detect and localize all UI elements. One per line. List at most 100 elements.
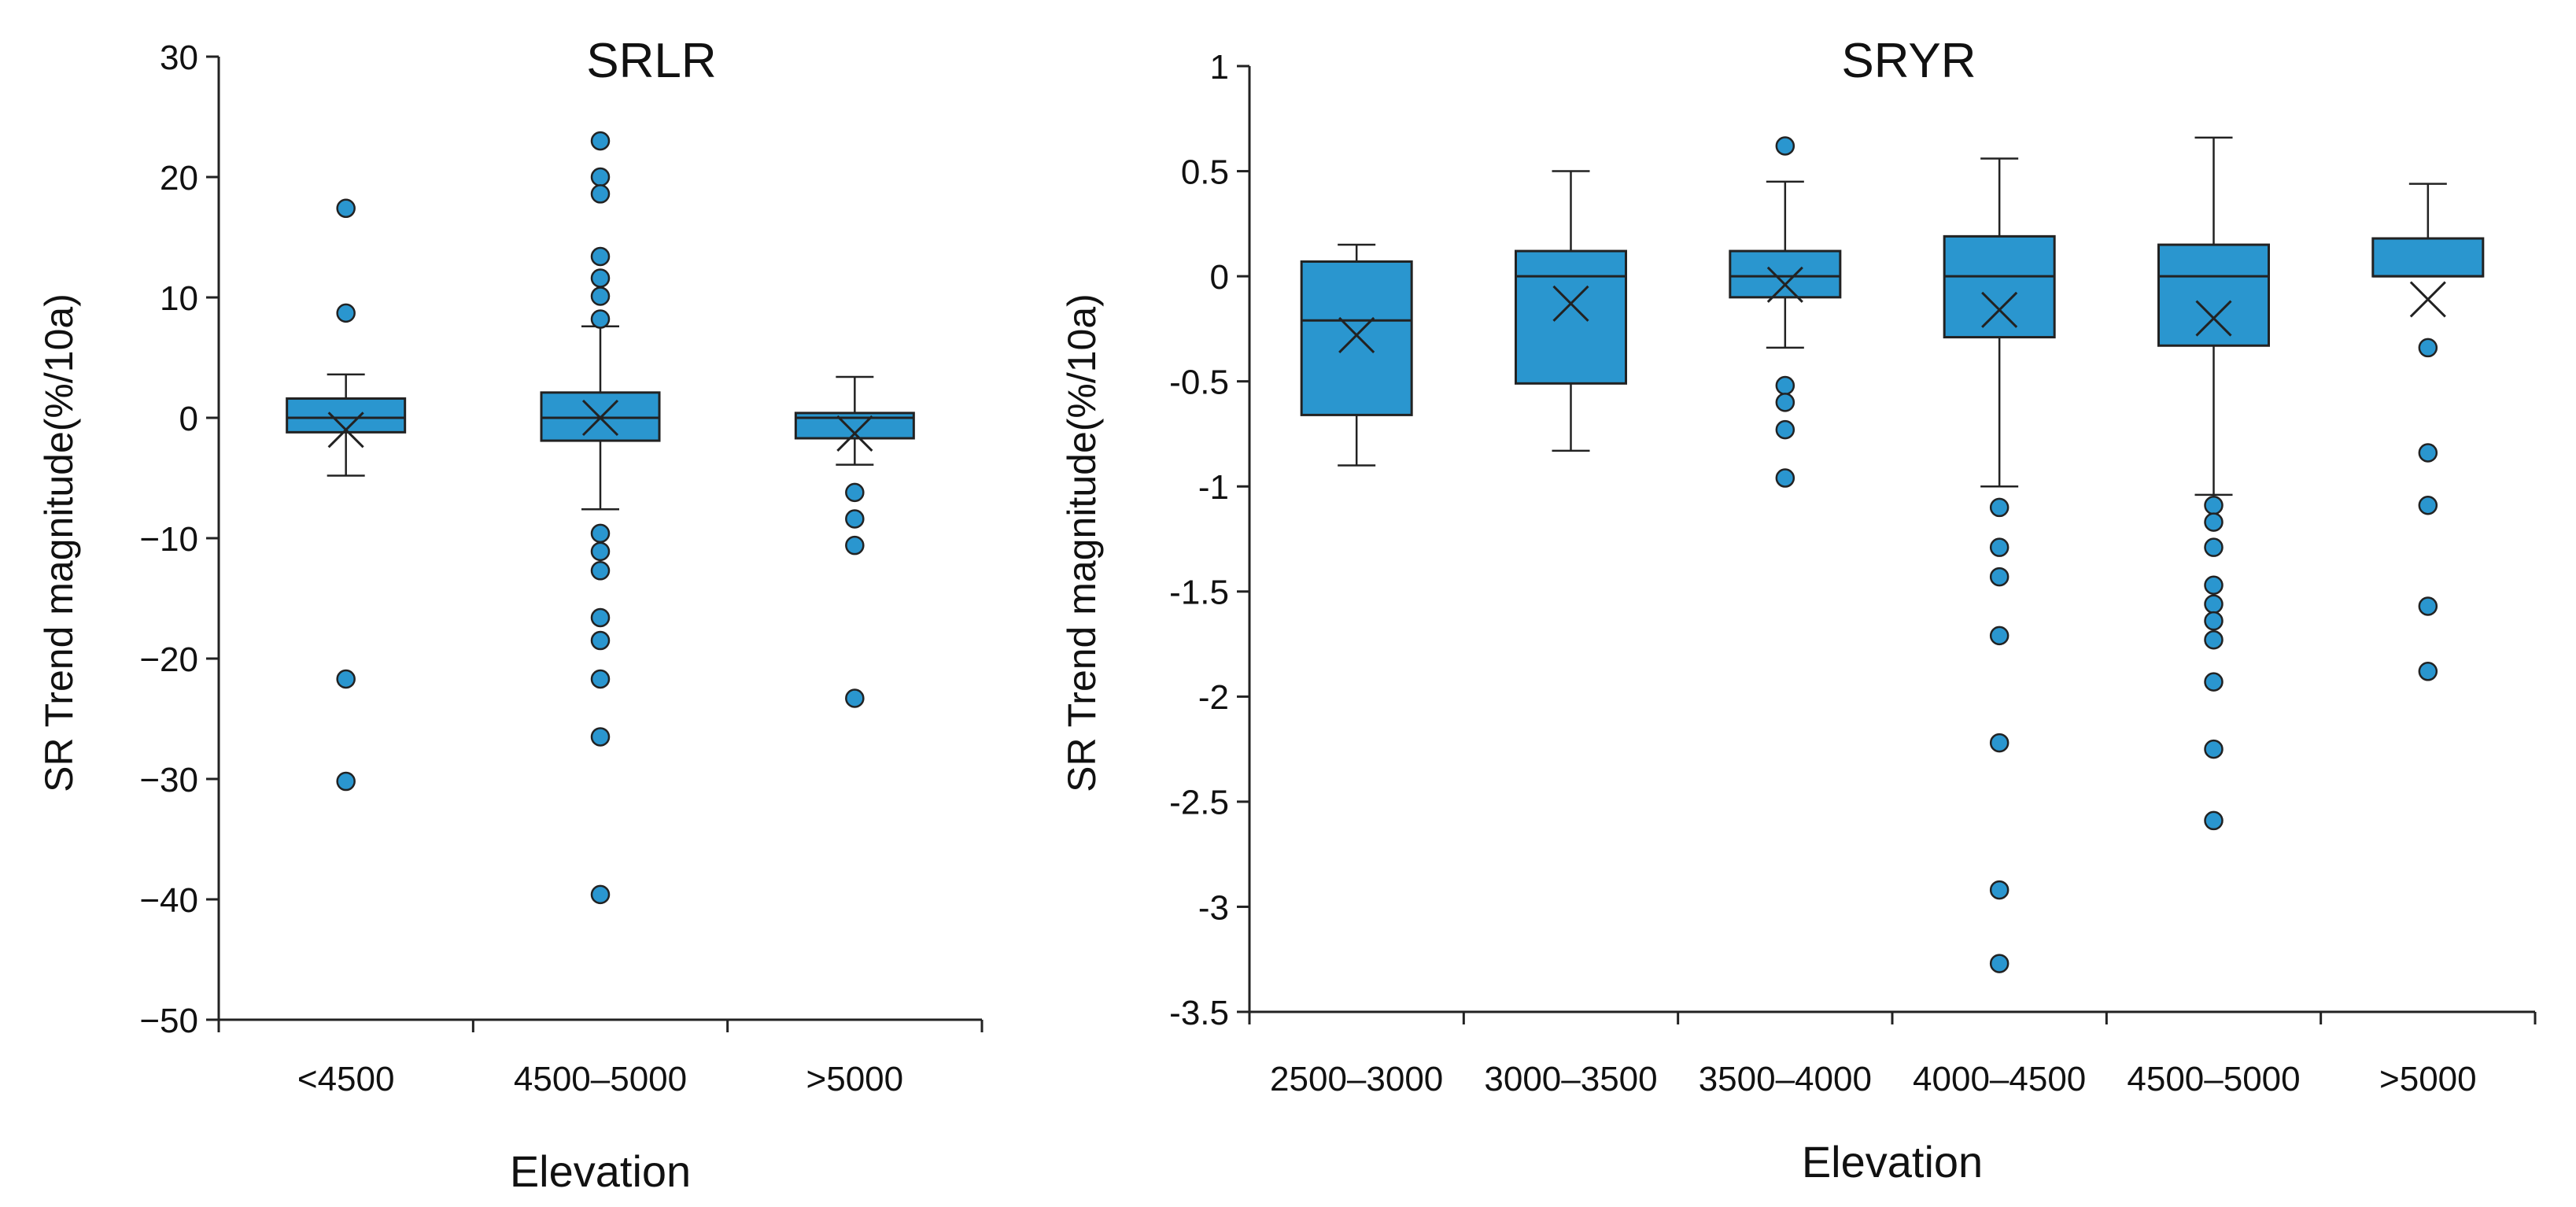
x-tick-label: 4500–5000 — [2127, 1060, 2300, 1098]
mean-marker — [1981, 291, 2018, 328]
y-tick-label: -2.5 — [1169, 784, 1229, 822]
outlier-point — [590, 246, 611, 267]
x-tick-label: <4500 — [297, 1060, 395, 1098]
iqr-box — [1943, 234, 2056, 339]
outlier-point — [590, 561, 611, 581]
x-axis-label: Elevation — [510, 1146, 691, 1196]
y-tick-label: −50 — [139, 1002, 198, 1040]
y-tick-label: -1 — [1198, 468, 1229, 507]
outlier-point — [1989, 954, 2010, 973]
mean-marker — [2195, 300, 2232, 337]
y-axis-label: SR Trend magnitude(%/10a) — [1060, 293, 1104, 792]
outlier-point — [845, 688, 865, 708]
outlier-point — [845, 535, 865, 556]
y-tick-label: 1 — [1210, 48, 1229, 87]
iqr-box — [2371, 237, 2485, 278]
outlier-point — [590, 541, 611, 562]
outlier-point — [1989, 497, 2010, 518]
y-tick-label: -3 — [1198, 888, 1229, 927]
x-tick-label: 3000–3500 — [1484, 1060, 1657, 1098]
iqr-box — [2157, 243, 2270, 347]
chart-title: SRLR — [586, 34, 716, 88]
outlier-point — [1775, 419, 1795, 440]
outlier-point — [2204, 672, 2224, 692]
outlier-point — [2418, 338, 2438, 358]
x-tick-label: 2500–3000 — [1270, 1060, 1443, 1098]
outlier-point — [336, 669, 356, 689]
outlier-point — [1775, 136, 1795, 156]
outlier-point — [590, 131, 611, 151]
box-group — [1729, 136, 1842, 488]
box-group — [286, 198, 407, 792]
outlier-point — [2204, 537, 2224, 557]
outlier-point — [1989, 626, 2010, 646]
mean-marker — [327, 412, 364, 448]
y-tick-label: -1.5 — [1169, 574, 1229, 612]
outlier-point — [845, 509, 865, 529]
iqr-box — [286, 397, 407, 434]
box-group — [2157, 136, 2270, 831]
chart-title: SRYR — [1841, 34, 1976, 88]
y-tick-label: −40 — [139, 881, 198, 920]
mean-marker — [581, 399, 619, 437]
y-tick-label: 20 — [160, 159, 198, 197]
box-group — [1300, 243, 1413, 467]
mean-marker — [1766, 266, 1803, 303]
outlier-point — [2204, 810, 2224, 831]
outlier-point — [590, 669, 611, 689]
box-group — [2371, 183, 2485, 681]
x-tick-label: >5000 — [2379, 1060, 2477, 1098]
outlier-point — [590, 884, 611, 905]
mean-marker — [2409, 281, 2446, 318]
outlier-point — [2204, 594, 2224, 615]
x-axis-label: Elevation — [1802, 1137, 1983, 1187]
outlier-point — [1989, 537, 2010, 557]
y-tick-label: -0.5 — [1169, 364, 1229, 402]
outlier-point — [2418, 496, 2438, 515]
sryr-panel: 1 0.5 0 -0.5 -1 -1.5 -2 -2.5 -3 -3.5 2500–3000 3000… — [1060, 34, 2537, 1187]
outlier-point — [1775, 375, 1795, 396]
outlier-point — [336, 198, 356, 219]
outlier-point — [1989, 567, 2010, 587]
y-tick-label: 0 — [1210, 258, 1229, 297]
box-group — [1515, 170, 1627, 452]
y-tick-label: −10 — [139, 520, 198, 559]
x-tick-label: 4500–5000 — [514, 1060, 687, 1098]
outlier-point — [590, 167, 611, 187]
y-tick-label: -3.5 — [1169, 994, 1229, 1032]
iqr-box — [1300, 260, 1413, 416]
y-tick-label: 30 — [160, 39, 198, 77]
y-tick-label: −30 — [139, 761, 198, 799]
iqr-box — [1515, 249, 1627, 385]
outlier-point — [590, 607, 611, 628]
outlier-point — [336, 303, 356, 323]
outlier-point — [590, 184, 611, 204]
outlier-point — [336, 771, 356, 792]
outlier-point — [1989, 880, 2010, 900]
outlier-point — [2204, 739, 2224, 759]
outlier-point — [2204, 496, 2224, 515]
outlier-point — [590, 286, 611, 306]
outlier-point — [2204, 629, 2224, 650]
y-axis-label: SR Trend magnitude(%/10a) — [37, 293, 81, 792]
outlier-point — [2418, 662, 2438, 681]
outlier-point — [590, 727, 611, 747]
outlier-point — [590, 268, 611, 288]
y-tick-label: 10 — [160, 279, 198, 318]
outlier-point — [845, 482, 865, 503]
x-tick-label: 3500–4000 — [1699, 1060, 1872, 1098]
outlier-point — [2418, 596, 2438, 616]
outlier-point — [1989, 733, 2010, 753]
mean-marker — [836, 415, 873, 452]
y-tick-label: −20 — [139, 640, 198, 679]
iqr-box — [1729, 249, 1842, 299]
outlier-point — [2418, 443, 2438, 463]
outlier-point — [1775, 393, 1795, 412]
mean-marker — [1552, 285, 1589, 322]
outlier-point — [590, 309, 611, 329]
srlr-panel: 30 20 10 0 −10 −20 −30 −40 −50 <4500 4500–5000 >500… — [37, 34, 984, 1196]
x-tick-label: >5000 — [806, 1060, 904, 1098]
box-group — [1943, 157, 2056, 973]
mean-marker — [1338, 316, 1375, 353]
